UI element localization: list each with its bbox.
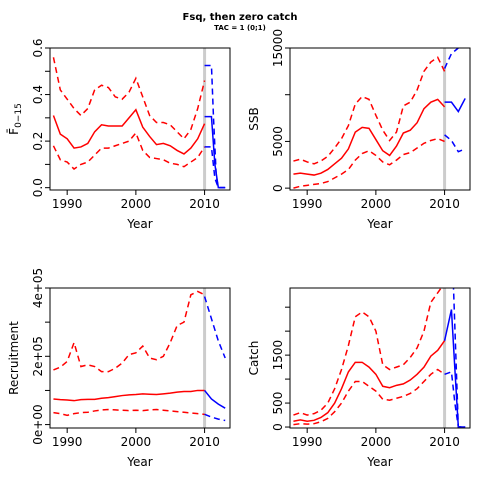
ssb-x-tick-label: 1990 (292, 197, 323, 211)
fbar-series-2-hist-ci (52, 131, 206, 171)
catch-y-tick-label: 500 (271, 392, 285, 415)
recruitment-series-3-proj-mid (203, 389, 226, 409)
recruitment-y-axis-label: Recruitment (7, 321, 21, 395)
recruitment-plot-frame (49, 287, 231, 429)
fbar-y-tick-label: 0.6 (31, 38, 45, 57)
recruitment-x-tick-label: 2000 (121, 435, 152, 449)
catch-x-tick-label: 1990 (292, 435, 323, 449)
recruitment-series-0-hist-mid (53, 389, 205, 402)
ssb-series-5-proj-ci (444, 134, 466, 153)
catch-x-tick-label: 2010 (429, 435, 460, 449)
ssb-plot-frame (289, 47, 471, 191)
panel-fbar: 1990 2000 2010 0.0 0.2 0.4 0.6 Year F̄0−15 (7, 38, 231, 231)
panel-ssb: 1990 2000 2010 0 5000 15000 Year SSB (247, 29, 471, 231)
figure-subtitle: TAC = 1 (0;1) (214, 24, 266, 32)
recruitment-series-1-hist-ci (53, 290, 205, 373)
ssb-series-4-proj-ci (443, 48, 459, 69)
fbar-series-group (52, 57, 226, 189)
catch-plot-frame (289, 287, 471, 429)
recruitment-series-4-proj-ci (203, 296, 226, 359)
recruitment-series-2-hist-ci (53, 408, 205, 417)
catch-y-axis-label: Catch (247, 341, 261, 376)
catch-series-1-hist-ci (293, 288, 443, 416)
catch-series-5-proj-ci (444, 370, 466, 428)
fbar-series-0-hist-mid (52, 108, 206, 155)
recruitment-y-tick-label: 0e+00 (31, 404, 45, 444)
fbar-series-4-proj-ci (204, 64, 226, 189)
fbar-x-tick-label: 2000 (121, 197, 152, 211)
ssb-x-axis-label: Year (366, 217, 392, 231)
fbar-x-tick-label: 2010 (189, 197, 220, 211)
catch-x-axis-label: Year (366, 455, 392, 469)
ssb-series-1-hist-ci (293, 56, 446, 165)
fbar-x-tick-label: 1990 (52, 197, 83, 211)
ssb-series-group (293, 48, 466, 189)
panel-catch: 1990 2000 2010 0 500 1500 Year Catch (247, 287, 471, 469)
panel-recruitment: 1990 2000 2010 0e+00 2e+05 4e+05 Year Recruitme… (7, 268, 231, 469)
fbar-y-tick-label: 0.0 (31, 178, 45, 197)
catch-x-tick-label: 2000 (361, 435, 392, 449)
fbar-plot-frame (49, 47, 231, 191)
ssb-series-0-hist-mid (293, 98, 446, 176)
catch-series-0-hist-mid (293, 340, 446, 423)
fbar-y-axis-label-subscript: 0−15 (14, 103, 24, 128)
ssb-y-axis-label: SSB (247, 107, 261, 130)
panels: 1990 2000 2010 0.0 0.2 0.4 0.6 Year F̄0−15 1990 20… (7, 29, 471, 469)
ssb-y-tick-label: 0 (271, 184, 285, 192)
catch-series-2-hist-ci (293, 368, 446, 426)
catch-y-tick-label: 1500 (271, 340, 285, 371)
recruitment-x-tick-label: 2010 (189, 435, 220, 449)
ssb-series-3-proj-mid (444, 98, 466, 113)
ssb-y-tick-label: 15000 (271, 29, 285, 67)
ssb-y-tick-label: 5000 (271, 126, 285, 157)
fbar-y-axis-label: F̄0−15 (7, 103, 24, 135)
recruitment-series-5-proj-ci (204, 413, 226, 422)
recruitment-y-tick-label: 4e+05 (31, 268, 45, 308)
figure-title: Fsq, then zero catch (183, 12, 298, 23)
fbar-y-tick-label: 0.2 (31, 132, 45, 151)
recruitment-y-tick-label: 2e+05 (31, 336, 45, 376)
catch-series-group (293, 288, 466, 428)
ssb-x-tick-label: 2000 (361, 197, 392, 211)
fbar-y-tick-label: 0.4 (31, 85, 45, 104)
fbar-x-axis-label: Year (126, 217, 152, 231)
ssb-x-tick-label: 2010 (429, 197, 460, 211)
ssb-series-2-hist-ci (293, 137, 445, 189)
recruitment-x-tick-label: 1990 (52, 435, 83, 449)
recruitment-x-axis-label: Year (126, 455, 152, 469)
fbar-series-1-hist-ci (52, 57, 206, 140)
fbar-series-5-proj-ci (204, 146, 226, 189)
recruitment-series-group (53, 290, 226, 422)
catch-y-tick-label: 0 (271, 423, 285, 431)
